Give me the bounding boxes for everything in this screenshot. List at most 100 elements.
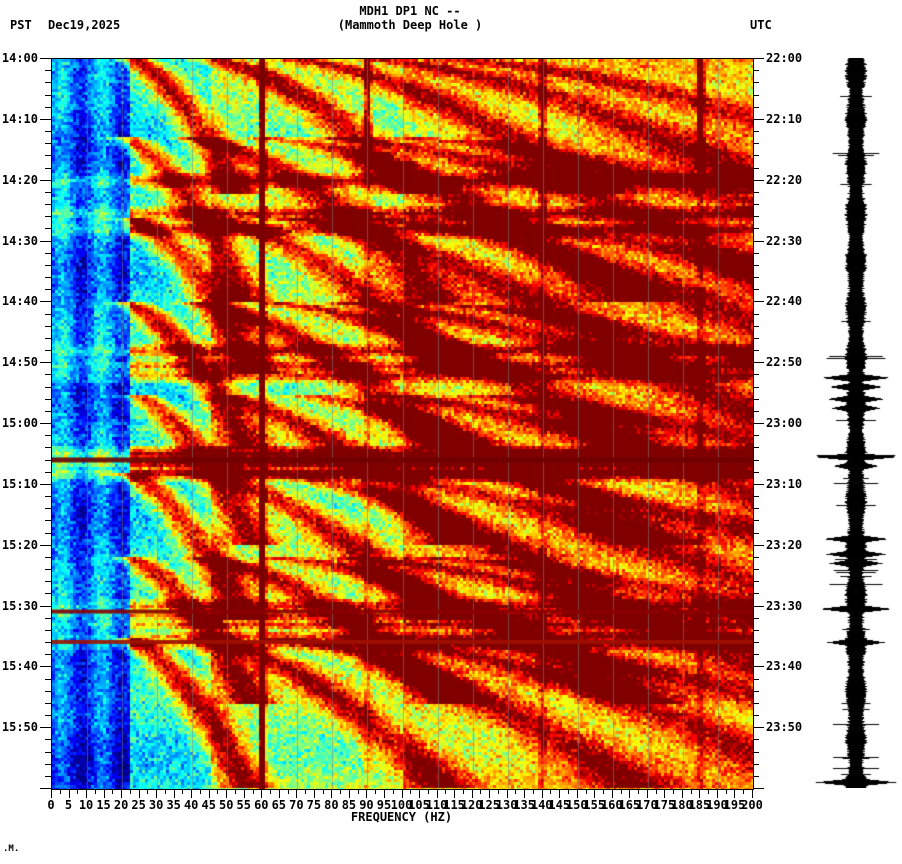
- frequency-tick: [375, 789, 377, 794]
- frequency-tick-label: 170: [636, 798, 658, 812]
- frequency-tick-label: 175: [653, 798, 676, 812]
- axis-tick: [45, 629, 51, 631]
- frequency-tick-label: 190: [706, 798, 728, 812]
- time-tick-label: 23:20: [766, 537, 803, 552]
- frequency-tick: [147, 789, 149, 794]
- axis-tick: [45, 593, 51, 595]
- axis-tick: [753, 155, 759, 157]
- corner-artifact: .M.: [3, 844, 20, 854]
- axis-tick: [753, 301, 764, 303]
- time-tick-label: 22:10: [766, 111, 803, 126]
- axis-tick: [45, 763, 51, 765]
- frequency-tick-label: 100: [390, 798, 413, 812]
- spectrogram-plot[interactable]: [51, 58, 754, 790]
- axis-tick: [40, 118, 51, 120]
- axis-tick: [45, 94, 51, 96]
- frequency-tick: [129, 789, 131, 794]
- time-tick-label: 15:00: [1, 416, 38, 430]
- axis-tick: [40, 301, 51, 303]
- axis-tick: [45, 435, 51, 437]
- frequency-tick: [235, 789, 236, 794]
- frequency-tick-label: 155: [583, 798, 606, 812]
- time-tick-label: 23:30: [766, 598, 803, 613]
- axis-tick: [40, 605, 51, 607]
- frequency-tick-label: 35: [166, 798, 181, 812]
- frequency-tick: [532, 789, 534, 794]
- axis-tick: [753, 191, 759, 193]
- frequency-tick: [497, 789, 499, 794]
- axis-tick: [45, 289, 51, 291]
- axis-tick: [45, 471, 51, 473]
- frequency-tick-label: 55: [236, 798, 251, 812]
- frequency-tick: [699, 789, 701, 798]
- axis-tick: [45, 459, 51, 461]
- frequency-tick-label: 25: [131, 798, 146, 812]
- frequency-tick: [454, 789, 456, 798]
- spectrogram-canvas: [52, 59, 753, 789]
- time-tick-label: 15:30: [1, 598, 38, 613]
- axis-tick: [753, 337, 759, 339]
- axis-tick: [753, 581, 759, 583]
- frequency-tick: [121, 789, 123, 798]
- axis-tick: [45, 155, 51, 157]
- axis-tick: [753, 447, 759, 449]
- frequency-tick-label: 135: [513, 798, 536, 812]
- time-tick-label: 23:10: [766, 476, 803, 491]
- page-subtitle: (Mammoth Deep Hole ): [337, 18, 483, 32]
- axis-tick: [45, 496, 51, 497]
- frequency-tick: [112, 789, 114, 794]
- frequency-tick: [506, 789, 508, 798]
- frequency-tick: [690, 789, 692, 794]
- frequency-tick-label: 185: [688, 798, 711, 812]
- axis-tick: [45, 325, 51, 327]
- axis-tick: [753, 350, 759, 351]
- frequency-tick: [313, 789, 315, 798]
- axis-tick: [753, 617, 759, 619]
- axis-tick: [753, 228, 759, 230]
- frequency-tick-label: 180: [671, 798, 693, 812]
- axis-tick: [45, 690, 51, 692]
- axis-tick: [45, 702, 51, 704]
- axis-tick: [45, 204, 51, 205]
- frequency-tick: [716, 789, 718, 798]
- axis-tick: [40, 362, 51, 364]
- axis-tick: [753, 629, 759, 631]
- axis-tick: [45, 337, 51, 339]
- axis-tick: [753, 544, 764, 546]
- axis-tick: [753, 167, 759, 169]
- time-tick-label: 15:40: [1, 659, 38, 674]
- frequency-tick: [392, 789, 394, 794]
- axis-tick: [45, 131, 51, 132]
- waveform-canvas: [812, 58, 900, 788]
- frequency-tick: [594, 789, 596, 798]
- frequency-tick: [208, 789, 210, 798]
- frequency-tick: [296, 789, 298, 798]
- axis-tick: [753, 423, 764, 424]
- frequency-tick-label: 40: [183, 798, 199, 812]
- axis-tick: [45, 556, 51, 558]
- axis-tick: [753, 70, 759, 72]
- axis-tick: [753, 82, 759, 84]
- axis-tick: [45, 447, 51, 449]
- axis-tick: [753, 483, 764, 485]
- frequency-tick: [270, 789, 272, 794]
- axis-tick: [753, 593, 759, 595]
- frequency-tick: [734, 789, 736, 798]
- frequency-tick: [550, 789, 552, 794]
- axis-tick: [753, 216, 759, 218]
- axis-tick: [753, 788, 764, 789]
- axis-tick: [45, 216, 51, 218]
- time-tick-label: 14:10: [1, 111, 38, 126]
- axis-tick: [45, 398, 51, 400]
- axis-tick: [753, 289, 759, 291]
- axis-tick: [40, 788, 51, 789]
- frequency-tick-label: 85: [341, 798, 357, 812]
- frequency-tick: [436, 789, 438, 798]
- axis-tick: [45, 751, 51, 753]
- axis-tick: [753, 435, 759, 437]
- axis-tick: [753, 459, 759, 461]
- axis-tick: [40, 727, 51, 729]
- frequency-tick: [603, 789, 605, 794]
- frequency-tick: [401, 789, 403, 798]
- frequency-tick: [156, 789, 158, 798]
